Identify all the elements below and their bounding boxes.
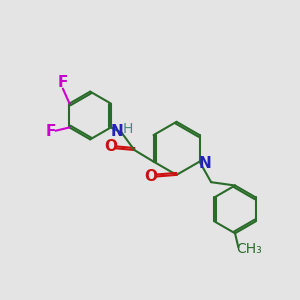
- Text: O: O: [144, 169, 157, 184]
- Text: O: O: [104, 139, 117, 154]
- Text: F: F: [45, 124, 56, 139]
- Text: F: F: [58, 76, 68, 91]
- Text: H: H: [122, 122, 133, 136]
- Text: CH₃: CH₃: [236, 242, 262, 256]
- Text: N: N: [111, 124, 124, 139]
- Text: N: N: [199, 156, 211, 171]
